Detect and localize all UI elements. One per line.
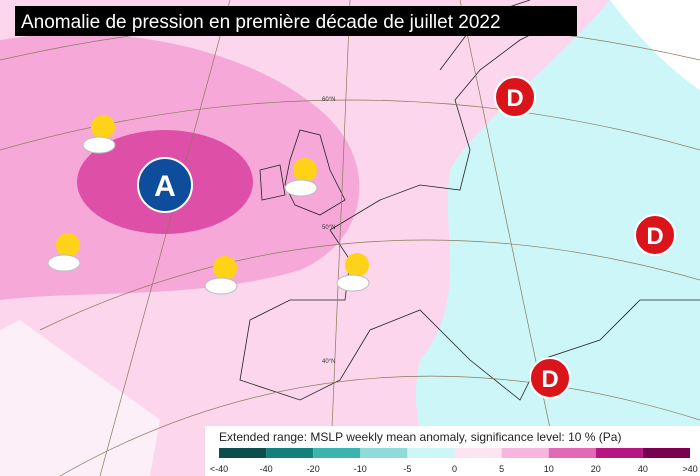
legend-caption: Extended range: MSLP weekly mean anomaly…	[219, 430, 621, 444]
colorbar-label: 0	[452, 464, 457, 474]
latitude-label: 50°N	[322, 225, 335, 231]
title: Anomalie de pression en première décade …	[21, 12, 501, 33]
marker-label: D	[646, 223, 663, 250]
colorbar-swatch	[595, 448, 643, 458]
colorbar-label: -5	[403, 464, 411, 474]
colorbar-label: -20	[307, 464, 320, 474]
colorbar-swatch	[266, 448, 314, 458]
colorbar-label: >40	[682, 464, 697, 474]
colorbar-swatch	[501, 448, 549, 458]
weather-icons	[47, 115, 370, 295]
colorbar: <-40 -40 -20 -10 -5 0 5 10 20 40 >40	[210, 448, 698, 474]
colorbar-label: 20	[591, 464, 601, 474]
marker-label: A	[154, 170, 176, 203]
marker-label: D	[506, 85, 523, 112]
colorbar-swatch	[407, 448, 455, 458]
colorbar-swatch	[642, 448, 690, 458]
colorbar-label: -40	[260, 464, 273, 474]
colorbar-swatch	[313, 448, 361, 458]
title-box	[15, 6, 577, 36]
low-pressure: D D D	[494, 76, 676, 399]
high-pressure: A	[137, 157, 193, 213]
colorbar-swatch	[219, 448, 267, 458]
neutral-zone	[610, 0, 700, 90]
colorbar-label: 40	[638, 464, 648, 474]
colorbar-label: 5	[499, 464, 504, 474]
colorbar-label: -10	[354, 464, 367, 474]
colorbar-swatch	[548, 448, 596, 458]
neutral-zone	[0, 320, 160, 476]
colorbar-label: 10	[544, 464, 554, 474]
colorbar-swatch	[360, 448, 408, 458]
marker-label: D	[541, 366, 558, 393]
colorbar-label: <-40	[210, 464, 228, 474]
latitude-label: 60°N	[322, 97, 335, 103]
colorbar-swatch	[454, 448, 502, 458]
latitude-label: 40°N	[322, 359, 335, 365]
